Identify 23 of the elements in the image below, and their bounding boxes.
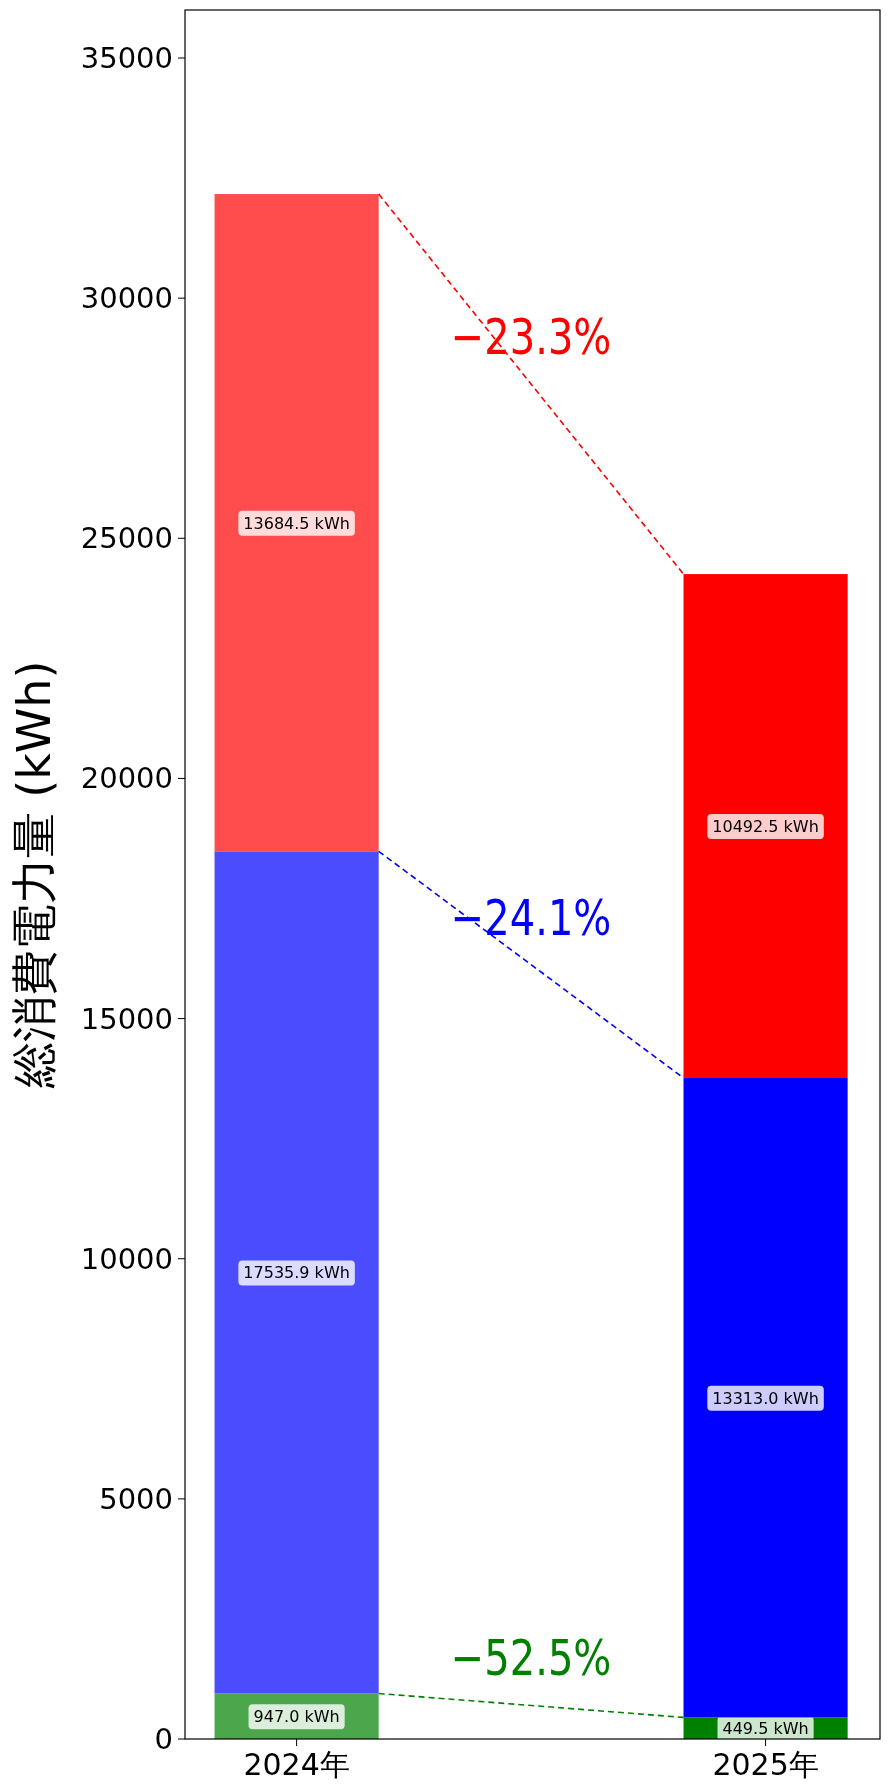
data-label: 449.5 kWh [722,1719,809,1739]
x-tick-label: 2025年 [712,1747,819,1782]
y-axis-title: 総消費電力量 (kWh) [7,660,61,1090]
y-tick-label: 20000 [80,761,173,796]
bar [214,851,379,1694]
data-label: 17535.9 kWh [243,1263,350,1283]
bar [683,574,848,1079]
annotation: −23.3% [450,307,612,367]
y-tick-label: 0 [154,1722,173,1756]
bar [214,194,379,852]
x-tick-label: 2024年 [243,1747,350,1782]
annotation: −24.1% [450,888,612,947]
y-tick-label: 15000 [80,1001,173,1036]
data-label: 10492.5 kWh [712,817,819,837]
y-tick-label: 10000 [80,1241,173,1276]
data-label: 13313.0 kWh [712,1388,819,1408]
annotation: −52.5% [450,1629,612,1688]
y-tick-label: 5000 [99,1481,173,1516]
y-tick-label: 35000 [80,41,173,76]
data-label: 947.0 kWh [253,1707,340,1727]
y-tick-label: 25000 [80,521,173,556]
y-tick-label: 30000 [80,281,173,316]
data-label: 13684.5 kWh [243,513,350,533]
